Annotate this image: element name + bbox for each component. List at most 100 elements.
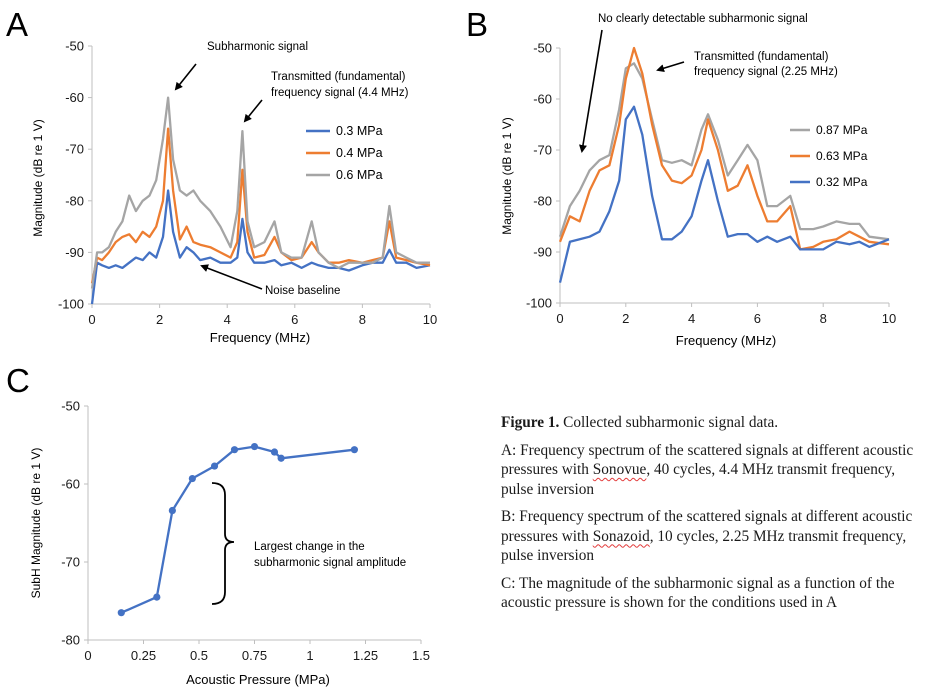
chart-a-ytick-label: -90 [65,245,84,260]
chart-c-ytick-label: -50 [61,399,80,414]
chart-c-ytick-label: -80 [61,633,80,648]
chart-a-xtick-label: 0 [88,312,95,327]
chart-b-xlabel: Frequency (MHz) [676,333,776,348]
legend-b-label-0: 0.87 MPa [816,123,868,137]
curly-brace [211,482,235,605]
annot-transmitted-a-2: frequency signal (4.4 MHz) [271,87,409,99]
annot-subharmonic-signal: Subharmonic signal [207,41,308,53]
arrow-subharmonic [174,63,197,91]
annot-no-subharmonic: No clearly detectable subharmonic signal [598,13,808,25]
chart-c-point [168,506,176,515]
chart-c-ylabel: SubH Magnitude (dB re 1 V) [29,448,43,599]
chart-c-series-subh [120,445,355,614]
chart-a-xlabel: Frequency (MHz) [210,330,310,345]
chart-a-xtick-label: 8 [359,312,366,327]
caption-b-text-1: B: Frequency spectrum of the scattered s… [501,508,913,545]
legend-a-label-1: 0.4 MPa [336,146,383,160]
chart-b-xtick-label: 2 [622,311,629,326]
chart-b-series-0-63-mpa [558,46,890,251]
chart-a-xtick-label: 4 [224,312,231,327]
chart-a-ytick-label: -100 [58,297,84,312]
chart-c-point [277,454,285,462]
panel-label-a: A [6,6,28,43]
caption-b: B: Frequency spectrum of the scattered s… [501,507,926,566]
chart-c-xtick-label: 1.5 [412,648,430,663]
caption-title-bold: Figure 1. [501,414,560,431]
caption-a-agent: Sonovue [592,461,647,478]
chart-b-ytick-label: -50 [533,41,552,56]
chart-b: -100 -90 -80 -70 -60 -50 0 2 4 6 8 10 Magnitude (dB… [500,13,896,348]
chart-c: -80 -70 -60 -50 0 0.25 0.5 0.75 1 1.25 1.5 SubH Ma… [29,399,430,688]
chart-c-point [210,462,219,470]
chart-b-ytick-label: -70 [533,143,552,158]
chart-c-xtick-label: 0.5 [190,648,208,663]
chart-a-xtick-label: 2 [156,312,163,327]
caption-a-text-2: , 40 cycles, 4.4 MHz transmit frequency,… [501,461,896,498]
chart-c-point [188,474,196,483]
chart-a-ytick-label: -60 [65,90,84,105]
chart-a-legend: 0.3 MPa 0.4 MPa 0.6 MPa [306,124,383,182]
chart-b-series-0-87-mpa [558,62,890,241]
chart-a-ytick-label: -50 [65,39,84,54]
panel-label-c: C [6,362,30,399]
chart-b-legend: 0.87 MPa 0.63 MPa 0.32 MPa [790,123,868,189]
chart-a-ytick-label: -70 [65,142,84,157]
panel-label-b: B [466,6,488,43]
chart-b-xtick-label: 0 [556,311,563,326]
chart-c-xtick-label: 0 [84,648,91,663]
arrow-transmitted-b [656,61,685,73]
legend-b-label-2: 0.32 MPa [816,175,868,189]
chart-b-ytick-label: -80 [533,194,552,209]
chart-c-ytick-label: -60 [61,477,80,492]
chart-a-series-0-3-mpa [90,189,431,305]
chart-a-xtick-label: 10 [423,312,437,327]
chart-c-xtick-label: 1.25 [353,648,378,663]
chart-b-series-0-32-mpa [558,105,890,283]
caption-title-rest: Collected subharmonic signal data. [559,414,779,431]
caption-b-text-2: , 10 cycles, 2.25 MHz transmit frequency… [501,527,907,565]
chart-c-point [350,446,358,454]
legend-b-label-1: 0.63 MPa [816,149,868,163]
chart-c-point [153,593,161,601]
annot-largest-change-1: Largest change in the [254,541,365,553]
chart-c-point [250,442,259,451]
annot-transmitted-a-1: Transmitted (fundamental) [271,71,406,83]
legend-a-label-2: 0.6 MPa [336,168,383,182]
chart-b-xtick-label: 4 [688,311,695,326]
arrow-no-subharmonic [579,29,603,153]
chart-a-series-0-6-mpa [90,96,430,289]
annot-transmitted-b-2: frequency signal (2.25 MHz) [694,66,838,78]
chart-b-xtick-label: 6 [754,311,761,326]
chart-a-xtick-label: 6 [291,312,298,327]
chart-c-xtick-label: 0.75 [242,648,267,663]
chart-c-xtick-label: 0.25 [131,648,156,663]
chart-b-ytick-label: -100 [526,296,552,311]
chart-a-ylabel: Magnitude (dB re 1 V) [31,119,45,236]
caption-a-text-1: A: Frequency spectrum of the scattered s… [501,441,914,479]
arrow-noise-baseline [200,264,263,290]
chart-b-xtick-label: 10 [882,311,896,326]
figure-caption: Figure 1. Collected subharmonic signal d… [501,413,926,621]
arrow-transmitted-a [243,99,263,123]
caption-a: A: Frequency spectrum of the scattered s… [501,441,926,500]
annot-transmitted-b-1: Transmitted (fundamental) [694,51,829,63]
caption-title: Figure 1. Collected subharmonic signal d… [501,413,926,433]
chart-c-xlabel: Acoustic Pressure (MPa) [186,672,330,687]
chart-b-ytick-label: -90 [533,245,552,260]
annot-largest-change-2: subharmonic signal amplitude [254,557,406,569]
chart-c-point [270,448,279,456]
chart-b-xtick-label: 8 [820,311,827,326]
annot-noise-baseline: Noise baseline [265,285,340,297]
chart-c-point [230,446,239,454]
chart-a: -100 -90 -80 -70 -60 -50 0 2 4 6 8 10 Magnitude (dB… [31,39,437,346]
caption-b-agent: Sonazoid [592,527,650,545]
chart-c-ytick-label: -70 [61,555,80,570]
caption-c: C: The magnitude of the subharmonic sign… [501,574,895,612]
chart-c-xtick-label: 1 [306,648,313,663]
chart-a-ytick-label: -80 [65,193,84,208]
legend-a-label-0: 0.3 MPa [336,124,383,138]
chart-b-ytick-label: -60 [533,92,552,107]
chart-b-ylabel: Magnitude (dB re 1 V) [500,117,514,234]
chart-c-point [117,609,125,617]
